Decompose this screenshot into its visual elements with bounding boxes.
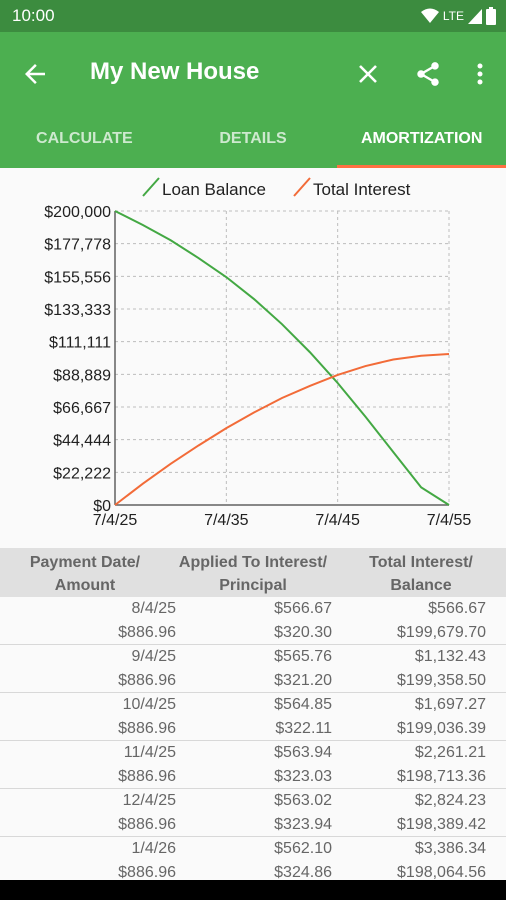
total-interest: $2,261.21 — [414, 744, 486, 761]
system-nav-bar — [0, 880, 506, 900]
balance: $199,679.70 — [397, 624, 486, 641]
table-row: 10/4/25 $886.96 $564.85 $322.11 $1,697.2… — [0, 693, 506, 741]
table-row: 9/4/25 $886.96 $565.76 $321.20 $1,132.43… — [0, 645, 506, 693]
column-header-date-amount: Payment Date/ Amount — [29, 554, 141, 594]
page-title: My New House — [90, 58, 260, 85]
more-options-icon[interactable] — [470, 60, 490, 88]
y-tick-label: $44,444 — [53, 433, 111, 450]
applied-interest: $564.85 — [274, 696, 332, 713]
y-tick-label: $111,111 — [49, 335, 111, 352]
y-tick-label: $0 — [93, 498, 111, 515]
back-arrow-icon[interactable] — [20, 59, 50, 89]
column-header-interest-principal: Applied To Interest/ Principal — [178, 554, 328, 594]
payment-amount: $886.96 — [118, 864, 176, 880]
applied-principal: $322.11 — [275, 720, 332, 737]
balance: $199,358.50 — [397, 672, 486, 689]
x-tick-label: 7/4/45 — [315, 512, 360, 529]
column-header-total-balance: Total Interest/ Balance — [369, 554, 473, 594]
tab-bar: CALCULATE DETAILS AMORTIZATION — [0, 118, 506, 168]
status-bar: 10:00 LTE — [0, 0, 506, 32]
table-row: 11/4/25 $886.96 $563.94 $323.03 $2,261.2… — [0, 741, 506, 789]
x-tick-label: 7/4/55 — [427, 512, 472, 529]
status-icons: LTE — [420, 7, 496, 25]
applied-interest: $563.02 — [274, 792, 332, 809]
applied-principal: $320.30 — [274, 624, 332, 641]
applied-principal: $324.86 — [274, 864, 332, 880]
table-header: Payment Date/ Amount Applied To Interest… — [0, 548, 506, 597]
applied-principal: $321.20 — [274, 672, 332, 689]
legend-swatch — [142, 177, 160, 197]
applied-interest: $562.10 — [274, 840, 332, 857]
legend-label: Total Interest — [313, 180, 411, 199]
tab-amortization[interactable]: AMORTIZATION — [337, 118, 506, 168]
signal-icon — [468, 9, 482, 24]
y-tick-label: $133,333 — [44, 302, 111, 319]
balance: $199,036.39 — [397, 720, 486, 737]
x-tick-label: 7/4/25 — [93, 512, 138, 529]
y-tick-label: $200,000 — [44, 204, 111, 221]
balance: $198,064.56 — [397, 864, 486, 880]
total-interest: $3,386.34 — [414, 840, 486, 857]
y-tick-label: $177,778 — [44, 237, 111, 254]
payment-date: 8/4/25 — [131, 600, 176, 617]
legend-swatch — [293, 177, 311, 197]
table-row: 1/4/26 $886.96 $562.10 $324.86 $3,386.34… — [0, 837, 506, 880]
app-bar: My New House — [0, 32, 506, 118]
applied-interest: $563.94 — [274, 744, 332, 761]
payment-amount: $886.96 — [118, 816, 176, 833]
y-tick-label: $66,667 — [53, 400, 111, 417]
series-line-loan-balance — [114, 210, 450, 506]
y-tick-label: $22,222 — [53, 465, 111, 482]
payment-date: 11/4/25 — [123, 744, 176, 761]
wifi-icon — [420, 8, 439, 23]
table-row: 12/4/25 $886.96 $563.02 $323.94 $2,824.2… — [0, 789, 506, 837]
applied-interest: $565.76 — [274, 648, 332, 665]
total-interest: $1,697.27 — [414, 696, 486, 713]
payment-date: 1/4/26 — [131, 840, 176, 857]
table-row: 8/4/25 $886.96 $566.67 $320.30 $566.67 $… — [0, 597, 506, 645]
payment-date: 12/4/25 — [122, 792, 176, 809]
payment-date: 9/4/25 — [131, 648, 176, 665]
tab-calculate[interactable]: CALCULATE — [36, 130, 133, 147]
legend-label: Loan Balance — [162, 180, 266, 199]
balance: $198,389.42 — [397, 816, 486, 833]
payment-amount: $886.96 — [118, 672, 176, 689]
payment-date: 10/4/25 — [122, 696, 176, 713]
payment-amount: $886.96 — [118, 624, 176, 641]
share-icon[interactable] — [414, 60, 442, 88]
chart-svg: $0 $22,222 $44,444 $66,667 $88,889 $111,111 $1… — [44, 177, 472, 529]
balance: $198,713.36 — [397, 768, 486, 785]
amortization-chart: $0 $22,222 $44,444 $66,667 $88,889 $111,111 $1… — [0, 168, 506, 548]
total-interest: $2,824.23 — [414, 792, 486, 809]
total-interest: $1,132.43 — [414, 648, 486, 665]
x-tick-label: 7/4/35 — [204, 512, 249, 529]
total-interest: $566.67 — [428, 600, 486, 617]
applied-principal: $323.03 — [274, 768, 332, 785]
network-type: LTE — [442, 9, 464, 23]
tab-details[interactable]: DETAILS — [219, 130, 287, 147]
close-icon[interactable] — [356, 62, 380, 86]
applied-principal: $323.94 — [274, 816, 332, 833]
payment-amount: $886.96 — [118, 720, 176, 737]
payment-amount: $886.96 — [118, 768, 176, 785]
applied-interest: $566.67 — [274, 600, 332, 617]
amortization-table[interactable]: 8/4/25 $886.96 $566.67 $320.30 $566.67 $… — [0, 597, 506, 880]
battery-icon — [486, 7, 496, 25]
y-tick-label: $88,889 — [53, 367, 111, 384]
status-time: 10:00 — [12, 6, 55, 25]
series-line-total-interest — [114, 353, 450, 506]
y-tick-label: $155,556 — [44, 269, 111, 286]
